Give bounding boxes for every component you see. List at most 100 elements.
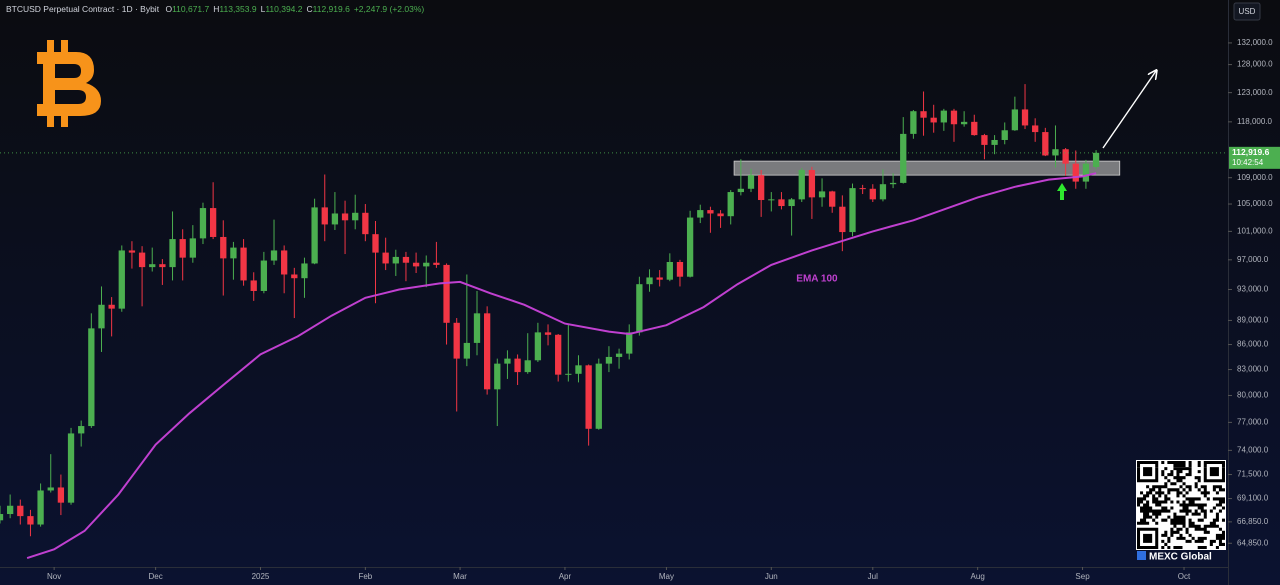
x-tick-label: Sep — [1075, 572, 1090, 581]
y-tick-label: 97,000.0 — [1237, 255, 1269, 264]
y-tick-label: 109,000.0 — [1237, 173, 1273, 182]
candle-body — [128, 250, 136, 253]
last-price-box — [1229, 146, 1280, 169]
candle-body — [57, 487, 65, 503]
watermark: MEXC Global — [1149, 552, 1212, 563]
candle-body — [900, 133, 907, 183]
watermark-logo — [1137, 551, 1146, 560]
candle-body — [392, 256, 399, 264]
candle-body — [636, 284, 643, 333]
candle-body — [291, 274, 298, 279]
y-tick-label: 83,000.0 — [1237, 365, 1269, 374]
symbol-title: BTCUSD Perpetual Contract · 1D · Bybit — [6, 4, 160, 14]
currency[interactable]: USD — [1239, 7, 1256, 16]
candle-body — [940, 110, 947, 123]
candle-body — [605, 356, 613, 364]
legend-value: 113,353.9 — [219, 4, 256, 14]
candle-body — [37, 490, 44, 525]
candle-body — [504, 358, 511, 364]
candle-body — [362, 212, 369, 235]
plot-area: EMA 100 — [0, 84, 1121, 560]
y-tick-label: 80,000.0 — [1237, 391, 1269, 400]
candle-body — [149, 264, 156, 268]
candle-body — [1021, 109, 1029, 126]
candle-body — [220, 236, 227, 259]
support-zone — [733, 160, 1121, 176]
candle-body — [321, 207, 328, 225]
candle-body — [341, 213, 349, 221]
candle-body — [768, 199, 775, 201]
candle-body — [565, 373, 572, 375]
projection-arrow — [1102, 71, 1156, 149]
x-tick-label: Jul — [868, 572, 878, 581]
candle-body — [402, 256, 410, 263]
legend-key: L — [261, 4, 266, 14]
y-tick-label: 105,000.0 — [1237, 199, 1273, 208]
candle-body — [534, 332, 542, 361]
candle-body — [67, 433, 75, 503]
candle-body — [778, 199, 785, 207]
candle-body — [169, 239, 176, 268]
candle-body — [311, 207, 318, 264]
y-tick-label: 71,500.0 — [1237, 470, 1269, 479]
candle-body — [758, 175, 765, 201]
candle-body — [7, 505, 14, 515]
candle-body — [209, 208, 217, 237]
candle-body — [47, 487, 54, 491]
candle-body — [1092, 152, 1100, 167]
qr-code — [1136, 460, 1226, 550]
x-tick-label: 2025 — [252, 572, 270, 581]
currency-button[interactable] — [1233, 2, 1261, 21]
candle-body — [544, 332, 552, 335]
candle-body — [301, 263, 308, 279]
y-tick-label: 77,000.0 — [1237, 417, 1269, 426]
legend-key: C — [307, 4, 313, 14]
x-tick-label: Dec — [148, 572, 162, 581]
candle-body — [920, 111, 927, 118]
candle-body — [331, 213, 339, 225]
x-tick-label: Feb — [358, 572, 372, 581]
candle-body — [717, 213, 724, 217]
x-tick-label: Aug — [971, 572, 985, 581]
candle-body — [88, 328, 95, 427]
last-price-label: 112,919.6 — [1232, 147, 1270, 157]
y-tick-label: 132,000.0 — [1237, 38, 1273, 47]
candle-body — [646, 277, 653, 285]
candle-body — [676, 261, 684, 277]
candle-body — [199, 208, 207, 239]
candle-body — [555, 334, 562, 375]
candle-body — [595, 363, 602, 429]
candle-body — [260, 260, 268, 291]
candle-body — [697, 210, 704, 218]
candle-body — [494, 363, 501, 390]
candle-body — [707, 210, 714, 214]
y-tick-label: 86,000.0 — [1237, 340, 1269, 349]
x-tick-label: Apr — [559, 572, 572, 581]
y-tick-label: 69,100.0 — [1237, 494, 1269, 503]
candle-body — [626, 332, 633, 354]
candle-body — [1001, 130, 1008, 140]
y-tick-label: 128,000.0 — [1237, 60, 1273, 69]
candle-body — [423, 262, 430, 267]
qr-modules — [1137, 461, 1225, 549]
candle-body — [615, 353, 623, 357]
candle-body — [686, 217, 694, 277]
legend-value: 110,671.7 — [172, 4, 209, 14]
x-tick-label: Mar — [453, 572, 467, 581]
candle-body — [971, 121, 978, 136]
candle-body — [818, 191, 826, 198]
y-tick-label: 123,000.0 — [1237, 88, 1273, 97]
y-tick-label: 66,850.0 — [1237, 517, 1269, 526]
y-tick-label: 118,000.0 — [1237, 117, 1273, 126]
candle-body — [879, 184, 887, 200]
bitcoin-logo — [37, 40, 101, 127]
candle-body — [0, 514, 4, 521]
candle-body — [656, 277, 663, 280]
ema-label: EMA 100 — [796, 274, 838, 285]
candle-body — [78, 426, 85, 434]
bounce-arrow — [1057, 183, 1067, 200]
candle-body — [159, 264, 166, 268]
candle-body — [514, 358, 521, 373]
candle-body — [118, 250, 125, 309]
